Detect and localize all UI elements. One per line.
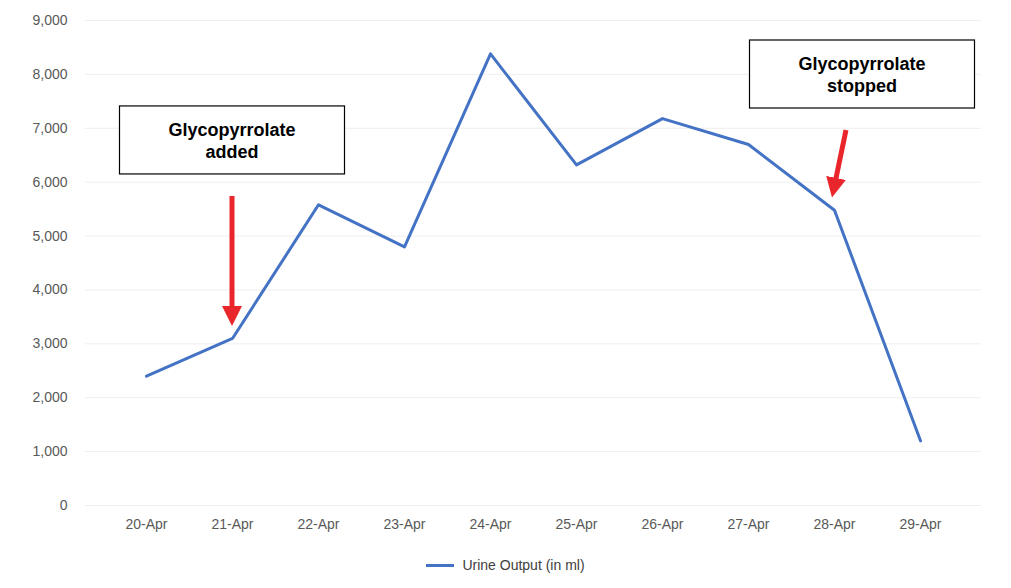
svg-text:26-Apr: 26-Apr (641, 516, 683, 532)
svg-text:1,000: 1,000 (32, 443, 67, 459)
svg-text:21-Apr: 21-Apr (211, 516, 253, 532)
svg-text:Glycopyrrolateadded: Glycopyrrolateadded (168, 120, 295, 162)
svg-text:5,000: 5,000 (32, 228, 67, 244)
svg-text:24-Apr: 24-Apr (469, 516, 511, 532)
svg-text:27-Apr: 27-Apr (727, 516, 769, 532)
svg-text:22-Apr: 22-Apr (297, 516, 339, 532)
svg-text:Glycopyrrolatestopped: Glycopyrrolatestopped (798, 54, 925, 96)
svg-text:2,000: 2,000 (32, 389, 67, 405)
svg-text:8,000: 8,000 (32, 66, 67, 82)
html-text:Urine Output (in ml): Urine Output (in ml) (462, 557, 585, 573)
svg-text:7,000: 7,000 (32, 120, 67, 136)
svg-text:4,000: 4,000 (32, 281, 67, 297)
svg-text:20-Apr: 20-Apr (125, 516, 167, 532)
svg-text:0: 0 (60, 497, 68, 513)
svg-text:25-Apr: 25-Apr (555, 516, 597, 532)
svg-text:28-Apr: 28-Apr (813, 516, 855, 532)
svg-text:9,000: 9,000 (32, 12, 67, 28)
svg-text:23-Apr: 23-Apr (383, 516, 425, 532)
svg-text:29-Apr: 29-Apr (899, 516, 941, 532)
svg-text:6,000: 6,000 (32, 174, 67, 190)
svg-text:3,000: 3,000 (32, 335, 67, 351)
